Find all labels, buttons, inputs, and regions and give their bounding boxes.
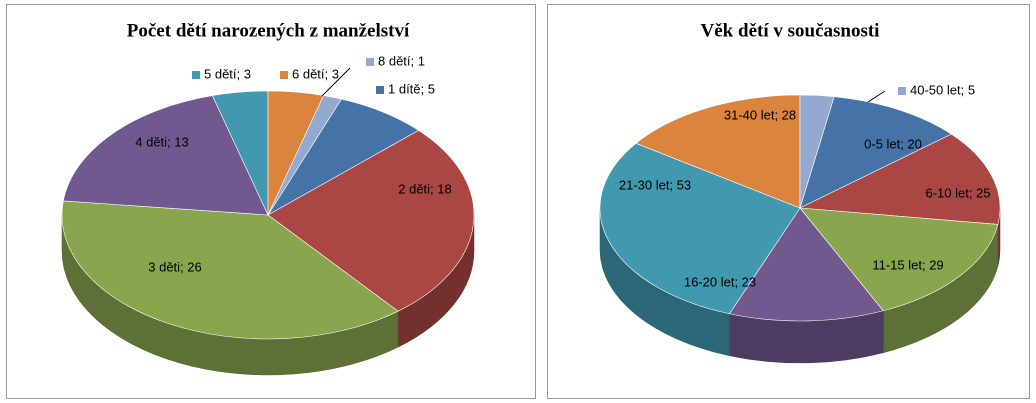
chart-title: Počet dětí narozených z manželství bbox=[127, 20, 410, 41]
pie-slice bbox=[728, 207, 884, 322]
data-label: 2 děti; 18 bbox=[398, 181, 452, 196]
leader-line bbox=[321, 67, 351, 97]
data-label: 6 dětí; 3 bbox=[292, 66, 339, 81]
data-label: 40-50 let; 5 bbox=[910, 82, 975, 97]
label-key bbox=[366, 58, 374, 66]
pie-tops bbox=[599, 94, 1001, 322]
data-label: 31-40 let; 28 bbox=[724, 107, 796, 122]
pie-slice bbox=[798, 133, 1001, 225]
data-label: 3 děti; 26 bbox=[148, 259, 202, 274]
pie-slice bbox=[267, 130, 475, 312]
data-label: 0-5 let; 20 bbox=[864, 136, 922, 151]
data-label: 1 dítě; 5 bbox=[388, 81, 435, 96]
data-label: 5 dětí; 3 bbox=[204, 66, 251, 81]
data-label: 16-20 let; 23 bbox=[684, 274, 756, 289]
data-label: 4 děti; 13 bbox=[135, 134, 189, 149]
pie-slice bbox=[62, 95, 269, 216]
pie-tops bbox=[61, 90, 475, 340]
pie-slice bbox=[61, 200, 399, 340]
pie-slice bbox=[635, 94, 801, 209]
pie-slice bbox=[799, 96, 952, 209]
label-key bbox=[280, 71, 288, 79]
label-key bbox=[376, 86, 384, 94]
label-key bbox=[898, 87, 906, 95]
data-label: 6-10 let; 25 bbox=[925, 185, 990, 200]
label-key bbox=[192, 71, 200, 79]
pie-slice bbox=[799, 207, 999, 312]
data-label: 21-30 let; 53 bbox=[619, 177, 691, 192]
data-label: 11-15 let; 29 bbox=[872, 257, 943, 272]
pie-slice bbox=[799, 94, 835, 209]
pie-slice bbox=[267, 95, 342, 216]
leader-line bbox=[867, 90, 886, 103]
chart-title: Věk dětí v současnosti bbox=[701, 20, 880, 41]
pie-slice bbox=[599, 142, 801, 315]
data-label: 8 dětí; 1 bbox=[378, 53, 425, 68]
